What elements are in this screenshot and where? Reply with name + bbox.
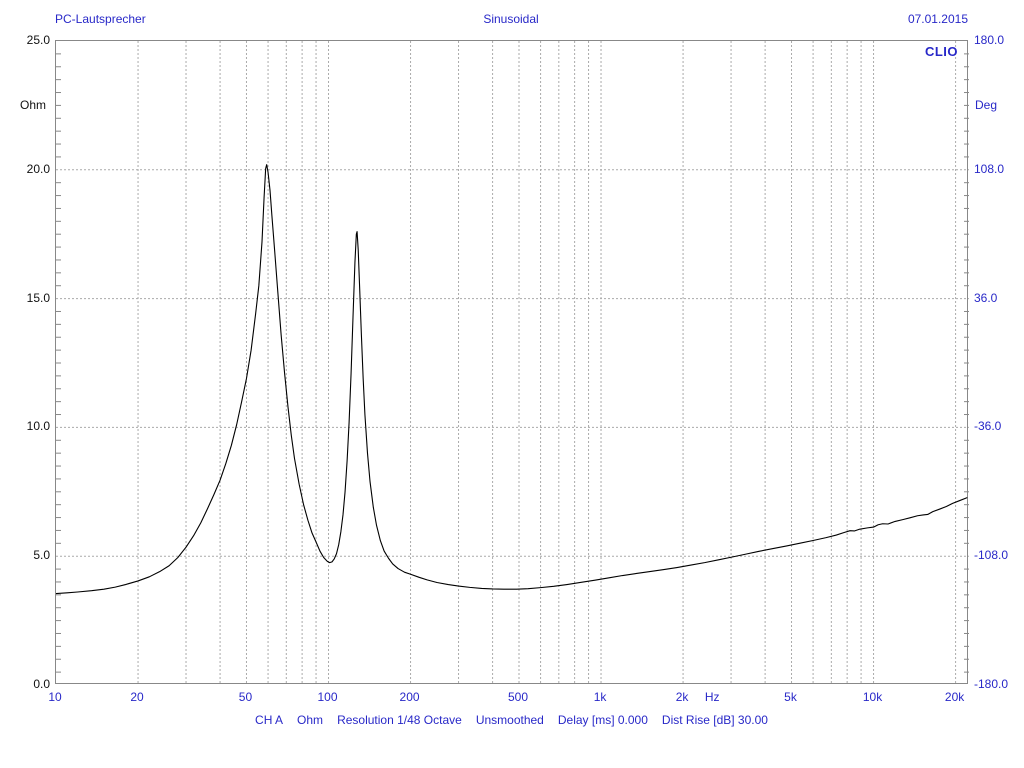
measurement-setting: Dist Rise [dB] 30.00 (661, 713, 768, 727)
right-axis-tick-label: -36.0 (974, 419, 1002, 434)
frequency-tick-label: 1k (593, 690, 607, 704)
measurement-title: PC-Lautsprecher (55, 12, 146, 26)
measurement-setting: CH A (255, 713, 284, 727)
left-axis-tick-label: 5.0 (33, 548, 50, 563)
measurement-type-label: Sinusoidal (483, 12, 539, 26)
right-axis-tick-label: 108.0 (974, 161, 1005, 176)
impedance-curve-svg (56, 41, 969, 685)
left-axis-tick-label: 15.0 (26, 290, 50, 305)
frequency-tick-label: 100 (317, 690, 338, 704)
frequency-tick-label: 10 (48, 690, 62, 704)
measurement-setting: Unsmoothed (475, 713, 544, 727)
frequency-tick-label: 200 (399, 690, 420, 704)
measurement-date: 07.01.2015 (907, 12, 968, 26)
frequency-tick-label: 5k (784, 690, 797, 704)
right-axis-tick-label: -108.0 (974, 548, 1009, 563)
impedance-plot-area (55, 40, 969, 685)
measurement-setting: Resolution 1/48 Octave (337, 713, 462, 727)
frequency-tick-label: 10k (862, 690, 883, 704)
left-axis-tick-label: 0.0 (33, 677, 50, 691)
measurement-settings-bar: CH A Ohm Resolution 1/48 Octave Unsmoothed D… (0, 713, 1023, 727)
left-axis-tick-label: 20.0 (26, 161, 50, 176)
frequency-tick-label: 50 (238, 690, 253, 704)
left-axis-tick-label: 10.0 (26, 419, 50, 434)
clio-logo: CLIO (924, 44, 958, 59)
right-axis-tick-label: 36.0 (974, 290, 998, 305)
right-axis-tick-label: -180.0 (974, 677, 1009, 691)
impedance-curve (56, 164, 968, 595)
frequency-tick-label: 500 (507, 690, 528, 704)
measurement-setting: Ohm (297, 713, 324, 727)
right-axis-tick-label: 180.0 (974, 33, 1005, 47)
frequency-tick-label: 20 (130, 690, 144, 704)
frequency-tick-label: 2k (675, 690, 689, 704)
left-axis-unit-label: Ohm (20, 98, 47, 112)
frequency-tick-label: 20k (944, 690, 965, 704)
measurement-setting: Delay [ms] 0.000 (557, 713, 648, 727)
left-axis-tick-label: 25.0 (26, 33, 50, 47)
frequency-axis-unit-label: Hz (704, 690, 720, 704)
right-axis-unit-label: Deg (975, 98, 998, 112)
